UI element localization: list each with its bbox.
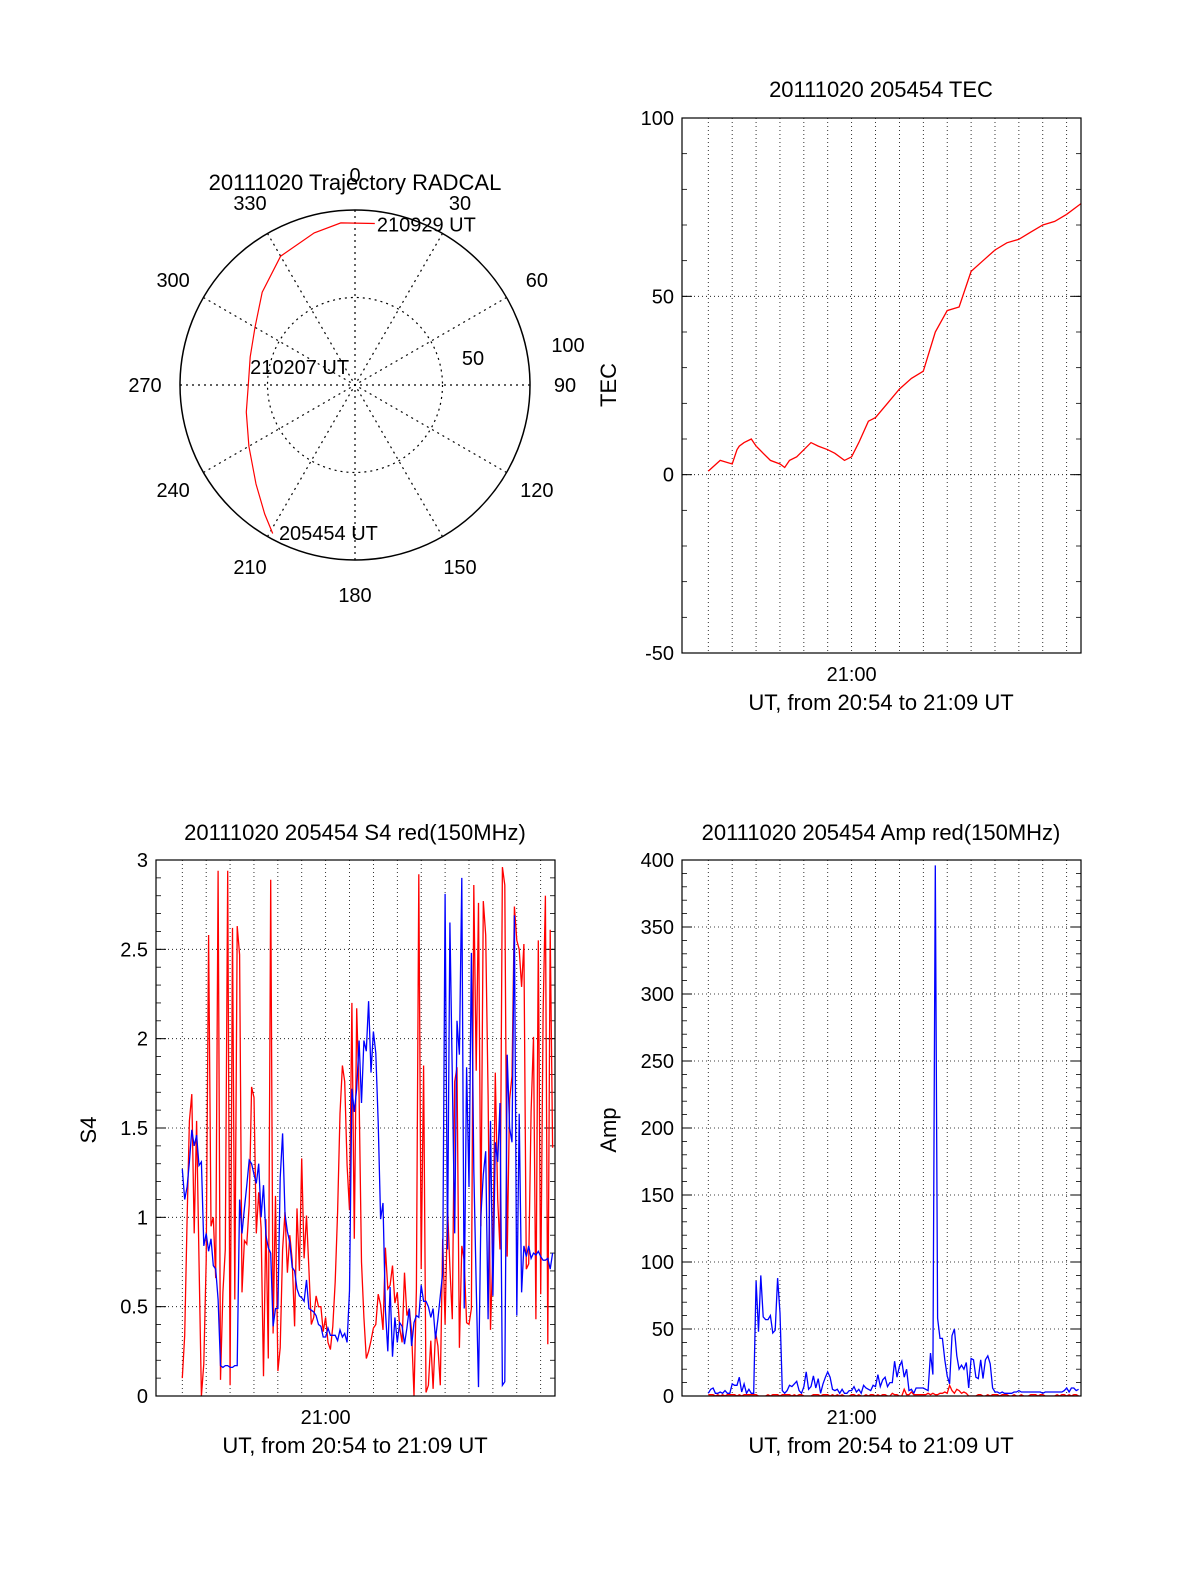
tec-title: 20111020 205454 TEC [769,77,993,102]
y-tick-label: 100 [641,108,674,130]
y-tick-label: 1.5 [120,1118,148,1140]
x-tick-label: 21:00 [827,664,877,686]
blue-series-line [181,877,554,1388]
y-tick-label: 250 [641,1051,674,1073]
red-series-line [181,867,554,1396]
plot-frame [155,859,556,1397]
trajectory-annotation: 210207 UT [250,357,349,379]
trajectory-annotation: 205454 UT [279,523,378,545]
plot-frame [681,859,1082,1397]
trajectory-panel: 20111020 Trajectory RADCAL 0 30 60 90 120 150… [128,165,584,607]
polar-angle-label: 180 [338,585,371,607]
amp-xlabel: UT, from 20:54 to 21:09 UT [748,1433,1013,1458]
y-tick-label: -50 [645,643,674,665]
s4-plot-area: 0 0.5 1 1.5 2 2.5 3 21:00 [120,850,556,1429]
polar-angle-label: 300 [156,270,189,292]
polar-inner-ring [266,296,444,474]
polar-angle-label: 120 [520,480,553,502]
y-tick-label: 50 [652,1319,674,1341]
y-tick-label: 1 [137,1207,148,1229]
y-tick-label: 100 [641,1252,674,1274]
polar-radius-label-100: 100 [551,335,584,357]
trajectory-annotations: 205454 UT 210207 UT 210929 UT [250,214,476,544]
polar-spoke [266,233,444,537]
red-series-line [707,203,1081,472]
polar-angle-labels: 0 30 60 90 120 150 180 210 240 270 300 330 [128,165,576,607]
polar-angle-label: 210 [233,557,266,579]
y-tick-label: 2.5 [120,939,148,961]
polar-angle-label: 30 [449,193,471,215]
amp-ylabel: Amp [596,1107,621,1152]
polar-angle-label: 270 [128,375,161,397]
trajectory-title: 20111020 Trajectory RADCAL [209,170,502,195]
s4-xlabel: UT, from 20:54 to 21:09 UT [222,1433,487,1458]
y-tick-label: 400 [641,850,674,872]
y-tick-label: 0 [663,465,674,487]
y-tick-label: 0.5 [120,1297,148,1319]
y-tick-label: 3 [137,850,148,872]
amp-title: 20111020 205454 Amp red(150MHz) [702,820,1061,845]
polar-spokes [180,210,530,560]
trajectory-line [245,222,375,534]
polar-angle-label: 150 [443,557,476,579]
y-tick-label: 350 [641,917,674,939]
tec-panel: 20111020 205454 TEC TEC UT, from 20:54 t… [596,77,1082,715]
s4-title: 20111020 205454 S4 red(150MHz) [184,820,526,845]
polar-angle-label: 240 [156,480,189,502]
polar-radius-label-50: 50 [462,348,484,370]
y-tick-label: 2 [137,1029,148,1051]
y-tick-label: 0 [137,1386,148,1408]
polar-angle-label: 330 [233,193,266,215]
y-tick-label: 50 [652,286,674,308]
tec-ylabel: TEC [596,363,621,407]
tec-xlabel: UT, from 20:54 to 21:09 UT [748,690,1013,715]
trajectory-track [245,222,375,534]
y-tick-label: 150 [641,1185,674,1207]
trajectory-annotation: 210929 UT [377,214,476,236]
y-tick-label: 300 [641,984,674,1006]
polar-angle-label: 60 [526,270,548,292]
red-series-line [708,1383,1079,1396]
s4-panel: 20111020 205454 S4 red(150MHz) S4 UT, fr… [76,820,556,1458]
amp-plot-area: 0 50 100 150 200 250 300 350 400 21:00 [641,850,1082,1429]
x-tick-label: 21:00 [827,1407,877,1429]
y-tick-label: 200 [641,1118,674,1140]
blue-series-line [707,865,1079,1395]
polar-angle-label: 90 [554,375,576,397]
tec-plot-area: -50 0 50 100 21:00 [641,108,1082,686]
plot-frame [681,117,1082,654]
polar-angle-label: 0 [349,165,360,187]
s4-ylabel: S4 [76,1117,101,1144]
y-tick-label: 0 [663,1386,674,1408]
amp-panel: 20111020 205454 Amp red(150MHz) Amp UT, … [596,820,1082,1458]
x-tick-label: 21:00 [301,1407,351,1429]
